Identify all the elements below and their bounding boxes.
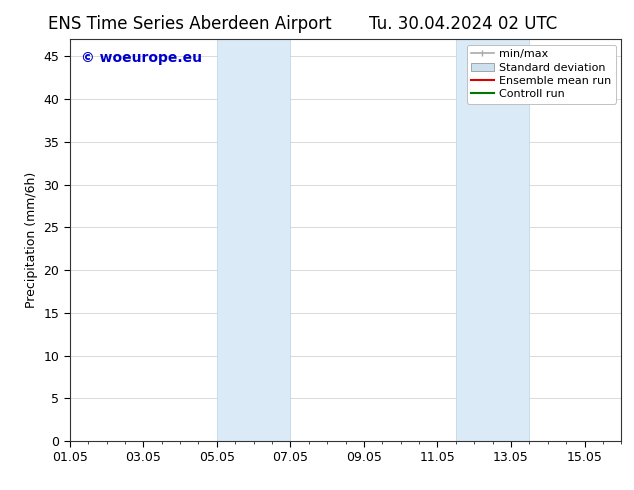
Bar xyxy=(456,39,529,441)
Text: © woeurope.eu: © woeurope.eu xyxy=(81,51,202,65)
Text: Tu. 30.04.2024 02 UTC: Tu. 30.04.2024 02 UTC xyxy=(369,15,557,33)
Text: ENS Time Series Aberdeen Airport: ENS Time Series Aberdeen Airport xyxy=(48,15,332,33)
Y-axis label: Precipitation (mm/6h): Precipitation (mm/6h) xyxy=(25,172,38,308)
Bar xyxy=(217,39,290,441)
Legend: min/max, Standard deviation, Ensemble mean run, Controll run: min/max, Standard deviation, Ensemble me… xyxy=(467,45,616,104)
